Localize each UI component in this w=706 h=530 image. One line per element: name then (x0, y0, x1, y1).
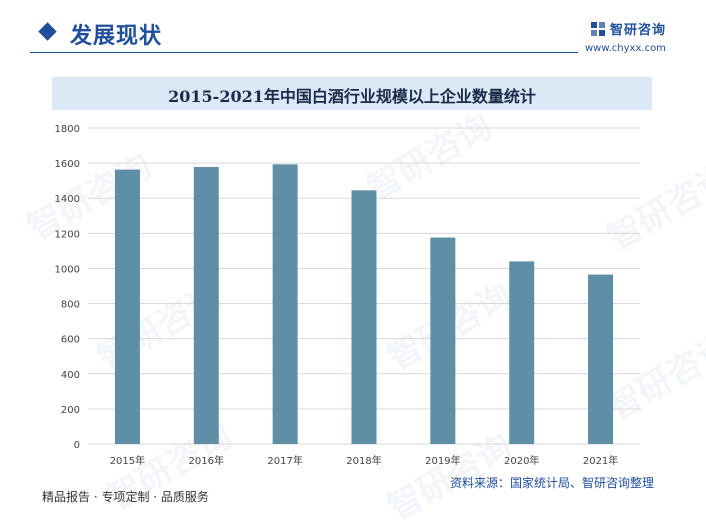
y-tick-label: 1400 (55, 194, 80, 205)
y-tick-label: 1200 (55, 229, 80, 240)
brand-url: www.chyxx.com (585, 43, 666, 54)
y-tick-label: 1800 (55, 124, 80, 135)
bar (114, 169, 140, 444)
bar (193, 166, 219, 444)
y-tick-label: 600 (61, 335, 80, 346)
bar (588, 274, 614, 444)
x-tick-label: 2016年 (189, 454, 224, 467)
bar (272, 164, 298, 444)
x-tick-label: 2017年 (267, 454, 302, 467)
x-tick-label: 2020年 (504, 454, 539, 467)
bar (509, 261, 535, 444)
source-note: 资料来源：国家统计局、智研咨询整理 (450, 476, 655, 490)
chart-title-band: 2015-2021年中国白酒行业规模以上企业数量统计 (52, 77, 652, 110)
footer-tagline: 精品报告 · 专项定制 · 品质服务 (42, 490, 209, 504)
y-tick-label: 1600 (55, 159, 80, 170)
y-tick-label: 200 (61, 405, 80, 416)
x-tick-label: 2021年 (583, 454, 618, 467)
chart-title: 2015-2021年中国白酒行业规模以上企业数量统计 (168, 87, 536, 106)
bar (430, 237, 456, 444)
header-divider (30, 52, 578, 53)
bar (351, 190, 377, 444)
x-tick-label: 2019年 (425, 454, 460, 467)
x-tick-label: 2015年 (110, 454, 145, 467)
y-tick-label: 400 (61, 370, 80, 381)
y-tick-label: 1000 (55, 264, 80, 275)
header: 发展现状 智研咨询 www.chyxx.com (0, 0, 706, 58)
y-tick-label: 0 (74, 440, 80, 451)
x-tick-label: 2018年 (346, 454, 381, 467)
section-title: 发展现状 (70, 24, 163, 49)
bar-chart: 0 200 400 600 800 1000 1200 1400 1600 1800 2015年 20… (55, 124, 640, 467)
chart-area: 0 200 400 600 800 1000 1200 1400 1600 1800 2015年 20… (0, 115, 706, 475)
brand-logo-icon (591, 21, 605, 36)
diamond-icon (38, 22, 57, 41)
brand: 智研咨询 (590, 19, 666, 38)
brand-name: 智研咨询 (610, 23, 667, 38)
y-tick-label: 800 (61, 300, 80, 311)
